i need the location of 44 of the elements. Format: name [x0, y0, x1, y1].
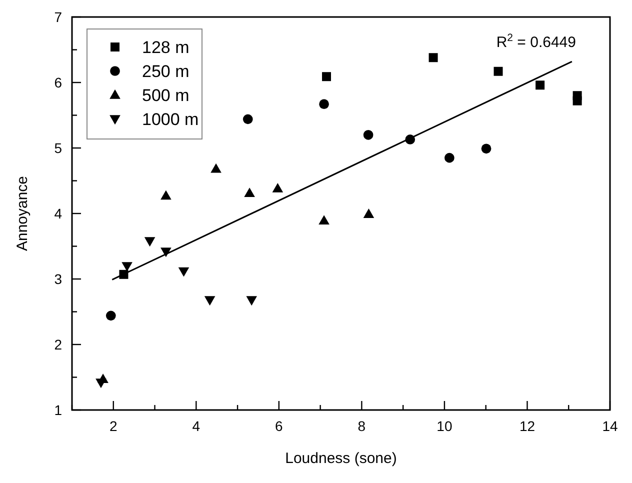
y-tick-label: 3 [54, 271, 62, 287]
point [204, 296, 216, 306]
y-tick-label: 7 [54, 9, 62, 25]
point [246, 296, 258, 306]
point [363, 208, 374, 218]
x-tick-label: 8 [358, 418, 366, 434]
point [272, 182, 284, 192]
x-tick-label: 2 [109, 418, 118, 434]
point [319, 99, 329, 110]
point [481, 144, 492, 154]
point [322, 72, 332, 82]
point [210, 163, 222, 173]
legend-label: 250 m [142, 62, 190, 81]
x-tick-label: 12 [519, 418, 536, 434]
point [536, 80, 545, 90]
annotation: R$^{2}$ = 0.6449 [496, 32, 576, 51]
y-tick-label: 4 [54, 206, 62, 222]
point [178, 267, 190, 277]
x-tick-label: 4 [192, 418, 200, 434]
point [244, 188, 255, 198]
y-tick-label: 1 [54, 402, 62, 418]
y-tick-label: 6 [54, 74, 62, 90]
y-tick-label: 5 [54, 140, 62, 156]
legend-label: 500 m [142, 86, 190, 105]
point [160, 190, 172, 200]
point [428, 53, 438, 62]
x-tick-label: 14 [602, 418, 618, 434]
point [106, 310, 116, 321]
point [96, 378, 106, 388]
x-axis-title: Loudness (sone) [285, 450, 397, 467]
y-axis-title: Annoyance [14, 176, 31, 252]
point [444, 152, 454, 163]
x-tick-label: 10 [436, 418, 452, 434]
point [242, 114, 253, 124]
point [144, 237, 156, 247]
point [363, 130, 374, 140]
point [494, 66, 503, 76]
point [318, 215, 330, 225]
legend-label: 128 m [142, 38, 190, 57]
y-tick-label: 2 [54, 336, 62, 352]
point [160, 248, 172, 258]
x-tick-label: 6 [275, 418, 284, 434]
legend-label: 1000 m [142, 110, 199, 129]
point [572, 96, 582, 106]
